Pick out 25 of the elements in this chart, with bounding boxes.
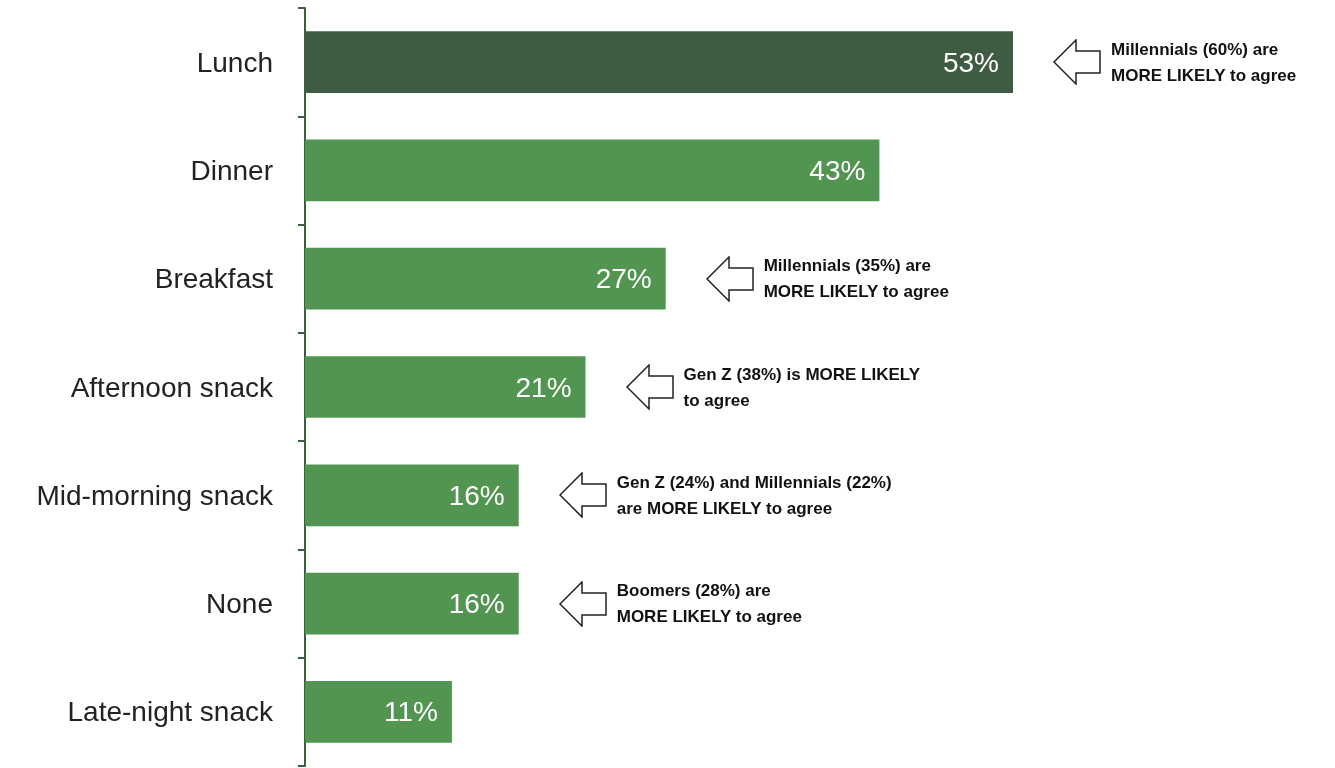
y-tick-label: Mid-morning snack bbox=[36, 479, 274, 511]
text: Millennials (60%) are MORE LIKELY to agree bbox=[1111, 39, 1297, 85]
data-label: 43% bbox=[809, 154, 866, 186]
annotation: Gen Z (38%) is MORE LIKELY to agree bbox=[683, 364, 921, 410]
bar bbox=[305, 464, 519, 527]
bar bbox=[305, 247, 666, 310]
bar bbox=[305, 681, 452, 743]
bar bbox=[305, 139, 880, 202]
y-tick-label: Dinner bbox=[190, 154, 273, 186]
annotation: Boomers (28%) are MORE LIKELY to agree bbox=[616, 581, 802, 627]
annotation: Gen Z (24%) and Millennials (22%) are MORE LIKELY to agree bbox=[616, 472, 892, 518]
data-label: 27% bbox=[595, 263, 652, 295]
y-tick-label: Lunch bbox=[196, 46, 273, 78]
data-label: 53% bbox=[942, 46, 999, 78]
bar bbox=[305, 572, 519, 635]
annotation: Millennials (35%) are MORE LIKELY to agree bbox=[763, 256, 949, 302]
y-tick-label: Late-night snack bbox=[67, 696, 274, 728]
data-label: 16% bbox=[448, 588, 505, 620]
data-label: 16% bbox=[448, 479, 505, 511]
data-label: 11% bbox=[383, 696, 438, 728]
data-label: 21% bbox=[515, 371, 572, 403]
y-tick-label: None bbox=[206, 588, 273, 620]
y-tick-label: Breakfast bbox=[154, 263, 274, 295]
y-tick-label: Afternoon snack bbox=[70, 371, 274, 403]
bar bbox=[305, 356, 586, 418]
